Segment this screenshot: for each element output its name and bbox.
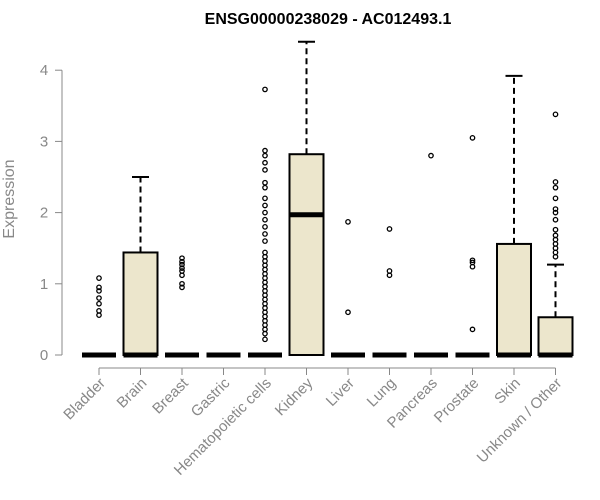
outlier-point [262, 179, 268, 186]
outlier-point [179, 261, 185, 268]
x-tick-label: Breast [149, 374, 192, 417]
x-tick-label: Lung [364, 375, 400, 411]
outlier-point [552, 195, 559, 202]
outlier-point [262, 202, 268, 209]
box [496, 242, 532, 356]
x-tick-label: Brain [114, 375, 151, 412]
x-tick-label: Bladder [60, 375, 109, 424]
outlier-point [179, 280, 185, 287]
y-tick-label: 4 [40, 62, 48, 79]
y-tick-label: 0 [40, 347, 48, 364]
outlier-point [96, 288, 102, 294]
outlier-point [262, 231, 268, 237]
outlier-point [262, 209, 268, 216]
y-tick-label: 1 [40, 276, 48, 293]
x-tick-label: Skin [491, 375, 524, 408]
outlier-point [262, 223, 268, 230]
outlier-point [552, 209, 559, 216]
outlier-point [552, 232, 559, 239]
outlier-point [262, 216, 268, 223]
outlier-points [96, 86, 559, 343]
outlier-point [552, 179, 559, 185]
outlier-point [552, 206, 559, 212]
outlier-point [96, 284, 102, 291]
outlier-point [345, 219, 351, 225]
y-tick-label: 3 [40, 133, 48, 150]
outlier-point [96, 308, 102, 314]
outlier-point [428, 152, 434, 159]
outlier-point [262, 195, 268, 202]
outlier-point [469, 257, 476, 264]
x-tick-label: Liver [323, 375, 358, 410]
outlier-point [262, 238, 268, 244]
outlier-point [179, 268, 185, 274]
outlier-point [552, 111, 559, 118]
outlier-point [262, 336, 268, 343]
outlier-point [262, 152, 268, 159]
outlier-point [262, 167, 268, 173]
outlier-point [552, 184, 559, 191]
outlier-point [179, 284, 185, 291]
y-tick-label: 2 [40, 205, 48, 222]
outlier-point [262, 249, 268, 256]
box-group [288, 40, 325, 356]
outlier-point [386, 226, 393, 232]
outlier-point [262, 159, 268, 166]
chart-title: ENSG00000238029 - AC012493.1 [205, 11, 452, 28]
boxes [82, 40, 574, 358]
y-axis-label: Expression [1, 159, 18, 238]
outlier-point [96, 275, 102, 281]
outlier-point [345, 309, 351, 316]
outlier-point [96, 295, 102, 301]
outlier-point [179, 255, 185, 262]
outlier-point [96, 300, 102, 307]
outlier-point [262, 184, 268, 191]
x-tick-label: Kidney [272, 374, 317, 419]
outlier-point [552, 226, 559, 233]
box [537, 316, 574, 357]
outlier-point [179, 258, 185, 265]
box [288, 153, 325, 356]
box [122, 251, 159, 356]
outlier-point [386, 268, 393, 274]
outlier-point [469, 134, 476, 141]
outlier-point [262, 147, 268, 154]
box-group [496, 74, 532, 358]
outlier-point [262, 86, 268, 93]
x-tick-label: Prostate [431, 375, 483, 427]
box-group [537, 263, 574, 358]
outlier-point [179, 265, 185, 271]
outlier-point [469, 259, 476, 266]
outlier-point [552, 216, 559, 223]
box-group [122, 176, 159, 358]
outlier-point [469, 326, 476, 333]
